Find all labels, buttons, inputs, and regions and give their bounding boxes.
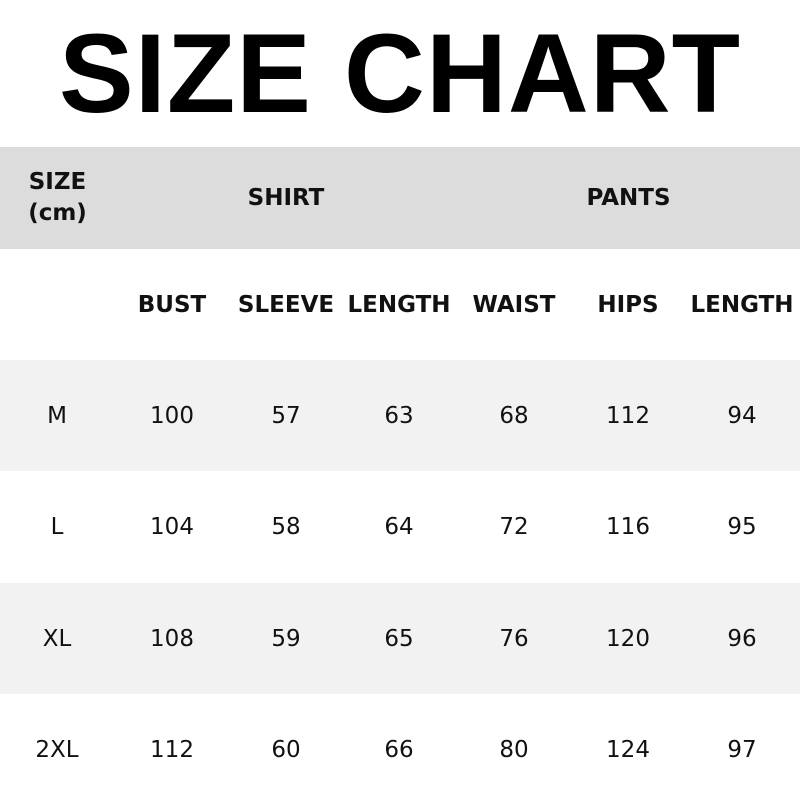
column-header: BUST — [137, 291, 207, 318]
size-header-line1: SIZE — [28, 169, 87, 195]
measurement-cell: 120 — [606, 625, 650, 652]
measurement-cell: 65 — [384, 625, 414, 652]
size-cell: M — [47, 402, 67, 429]
column-header: WAIST — [472, 291, 556, 318]
measurement-cell: 59 — [271, 625, 301, 652]
measurement-cell: 100 — [150, 402, 194, 429]
page-title: SIZE CHART — [59, 11, 741, 136]
measurement-cell: 58 — [271, 514, 301, 540]
table-row: XL 108 59 65 76 120 96 — [0, 583, 800, 694]
measurement-cell: 124 — [606, 737, 650, 763]
column-header: HIPS — [597, 291, 659, 318]
column-header-row: BUST SLEEVE LENGTH WAIST HIPS LENGTH — [0, 249, 800, 360]
measurement-cell: 66 — [384, 737, 414, 763]
measurement-cell: 104 — [150, 514, 194, 540]
table-row: L 104 58 64 72 116 95 — [0, 471, 800, 583]
column-header: LENGTH — [690, 291, 794, 318]
measurement-cell: 57 — [271, 402, 301, 429]
measurement-cell: 94 — [727, 402, 757, 429]
size-cell: XL — [42, 625, 72, 652]
column-header: LENGTH — [347, 291, 451, 318]
measurement-cell: 108 — [150, 625, 194, 652]
shirt-group-header: SHIRT — [247, 185, 325, 211]
column-header: SLEEVE — [237, 291, 335, 318]
measurement-cell: 116 — [606, 514, 650, 540]
measurement-cell: 64 — [384, 514, 414, 540]
size-header: SIZE (cm) — [0, 147, 115, 249]
table-row: M 100 57 63 68 112 94 — [0, 360, 800, 471]
measurement-cell: 72 — [499, 514, 529, 540]
measurement-cell: 63 — [384, 402, 414, 429]
measurement-cell: 68 — [499, 402, 529, 429]
measurement-cell: 60 — [271, 737, 301, 763]
pants-group-header: PANTS — [586, 185, 671, 211]
measurement-cell: 80 — [499, 737, 529, 763]
measurement-cell: 112 — [606, 402, 650, 429]
table-row: 2XL 112 60 66 80 124 97 — [0, 694, 800, 806]
measurement-cell: 112 — [150, 737, 194, 763]
size-cell: L — [50, 514, 64, 540]
measurement-cell: 97 — [727, 737, 757, 763]
measurement-cell: 95 — [727, 514, 757, 540]
size-header-line2: (cm) — [28, 200, 87, 226]
measurement-cell: 76 — [499, 625, 529, 652]
group-header-band: SIZE (cm) SHIRT PANTS — [0, 147, 800, 249]
measurement-cell: 96 — [727, 625, 757, 652]
size-cell: 2XL — [35, 737, 79, 763]
